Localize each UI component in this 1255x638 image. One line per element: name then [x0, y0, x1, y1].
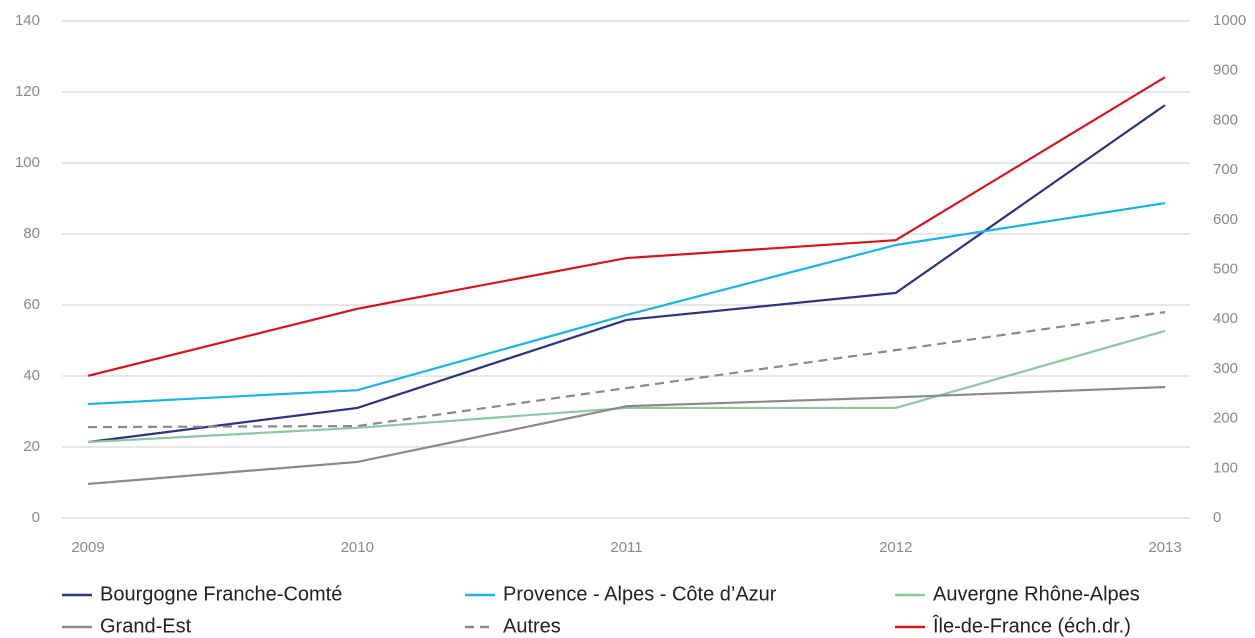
- y2-tick-label: 100: [1213, 459, 1238, 476]
- legend-label: Île-de-France (éch.dr.): [932, 614, 1131, 637]
- series-line: [87, 104, 1166, 444]
- y2-tick-label: 500: [1213, 260, 1238, 277]
- legend-label: Autres: [503, 615, 561, 637]
- y-tick-label: 80: [23, 225, 40, 242]
- y2-tick-label: 300: [1213, 360, 1238, 377]
- series-line: [87, 329, 1166, 444]
- y2-tick-label: 1000: [1213, 12, 1246, 29]
- x-tick-label: 2013: [1148, 539, 1181, 556]
- series-line: [87, 202, 1166, 406]
- y2-tick-label: 0: [1213, 509, 1221, 526]
- y-tick-label: 140: [15, 12, 40, 29]
- x-tick-label: 2010: [341, 539, 374, 556]
- x-tick-label: 2012: [879, 539, 912, 556]
- legend-label: Bourgogne Franche-Comté: [100, 583, 342, 605]
- y-tick-label: 100: [15, 154, 40, 171]
- x-tick-label: 2009: [71, 539, 104, 556]
- y2-tick-label: 400: [1213, 310, 1238, 327]
- y-tick-label: 60: [23, 296, 40, 313]
- series-line: [87, 76, 1166, 377]
- y-tick-label: 40: [23, 367, 40, 384]
- y-tick-label: 0: [32, 509, 40, 526]
- y2-tick-label: 600: [1213, 211, 1238, 228]
- y2-tick-label: 700: [1213, 161, 1238, 178]
- y2-tick-label: 200: [1213, 410, 1238, 427]
- legend-label: Grand-Est: [100, 615, 192, 637]
- series-line: [87, 311, 1166, 429]
- y2-tick-label: 900: [1213, 62, 1238, 79]
- legend-label: Auvergne Rhône-Alpes: [933, 583, 1140, 605]
- legend-label: Provence - Alpes - Côte d’Azur: [503, 583, 777, 605]
- y2-tick-label: 800: [1213, 111, 1238, 128]
- y-tick-label: 20: [23, 438, 40, 455]
- x-tick-label: 2011: [610, 539, 642, 556]
- y-tick-label: 120: [15, 83, 40, 100]
- series-line: [87, 385, 1166, 486]
